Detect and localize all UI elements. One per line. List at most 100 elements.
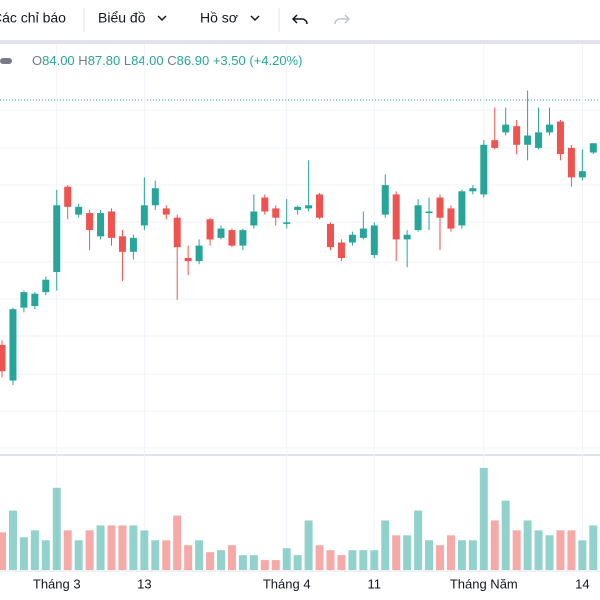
x-tick-label: Tháng 4 [263,576,311,591]
candle-body [0,344,6,372]
candle-body [129,237,137,252]
volume-bar [534,530,543,570]
volume-bar [195,540,204,570]
candle-body [392,194,400,240]
volume-bar [337,555,346,570]
candle-body [348,234,356,243]
volume-bar [578,540,587,570]
volume-bar [30,530,39,570]
candle-body [217,228,225,238]
candle-body [589,143,597,153]
volume-bar [468,540,477,570]
volume-bar [41,540,50,570]
volume-bar [479,467,488,570]
volume-bar [304,520,313,570]
candle-body [414,205,422,231]
candle-body [381,185,389,215]
volume-bar [392,535,401,570]
candle-body [239,230,247,246]
candle-body [316,194,324,218]
volume-bar [184,545,193,570]
volume-bar [118,525,127,570]
undo-icon[interactable] [291,14,308,25]
volume-bar [74,540,83,570]
candle-body [305,205,313,209]
candle-body [546,124,553,133]
candle-body [31,293,39,307]
volume-bar [556,530,565,570]
legend-value: 84.00 [42,53,75,68]
candle-body [108,211,115,238]
volume-bar [457,540,466,570]
volume-bar [271,560,280,570]
x-tick-label: Tháng Năm [450,576,518,591]
candle-body [491,140,499,148]
candle-body [502,124,510,133]
volume-bar [490,520,499,570]
candle-body [272,208,280,218]
volume-bar [348,550,357,570]
volume-bar [370,550,379,570]
candle-body [513,126,521,145]
candle-body [64,186,72,207]
volume-bar [140,530,149,570]
candle-body [86,213,94,231]
candle-body [567,147,575,178]
indicators-button[interactable]: Các chỉ báo [0,10,66,26]
volume-bar [129,525,138,570]
volume-bar [162,540,171,570]
candle-body [140,205,148,226]
volume-bar [107,525,116,570]
x-tick-label: 13 [137,576,151,591]
volume-bar [436,545,444,570]
volume-bar [85,530,94,570]
candle-body [337,242,345,259]
x-tick-label: Tháng 3 [33,576,81,591]
profile-button[interactable]: Hồ sơ [200,10,238,26]
volume-bar [96,525,105,570]
volume-bar [151,540,160,570]
volume-bar [173,515,182,570]
candle-body [327,223,334,248]
candle-body [469,188,477,192]
volume-bar [238,555,247,570]
volume-bar [589,525,598,570]
chevron [157,15,167,22]
candle-body [359,228,367,238]
volume-bar [63,530,72,570]
candle-body [524,135,532,145]
redo-icon[interactable] [334,14,351,25]
volume-bar [501,500,510,570]
candle-body [261,197,269,212]
candle-body [447,208,455,229]
volume-bar [359,550,368,570]
x-tick-label: 14 [575,576,589,591]
candle-body [403,234,411,240]
legend-key: C [167,53,176,68]
candle-body [173,217,181,248]
volume-bar [414,510,423,570]
candle-body [228,230,236,246]
volume-bar [0,532,6,570]
volume-bar [512,530,521,570]
volume-bar [545,535,554,570]
candle-body [151,188,159,206]
collapse-icon[interactable] [0,58,12,64]
candle-body [480,144,488,195]
candle-body [53,205,61,272]
candle-body [97,213,105,237]
candle-body [195,245,203,262]
chart-button[interactable]: Biểu đồ [98,10,146,26]
volume-bar [227,545,236,570]
volume-bar [326,550,335,570]
candle-body [294,206,302,210]
candle-body [206,219,214,240]
volume-bar [425,540,434,570]
candle-body [283,222,291,224]
volume-bar [282,548,291,570]
legend-change: +3.50 (+4.20%) [213,53,303,68]
legend-key: O [32,53,42,68]
volume-bar [567,530,576,570]
legend-value: 84.00 [131,53,164,68]
